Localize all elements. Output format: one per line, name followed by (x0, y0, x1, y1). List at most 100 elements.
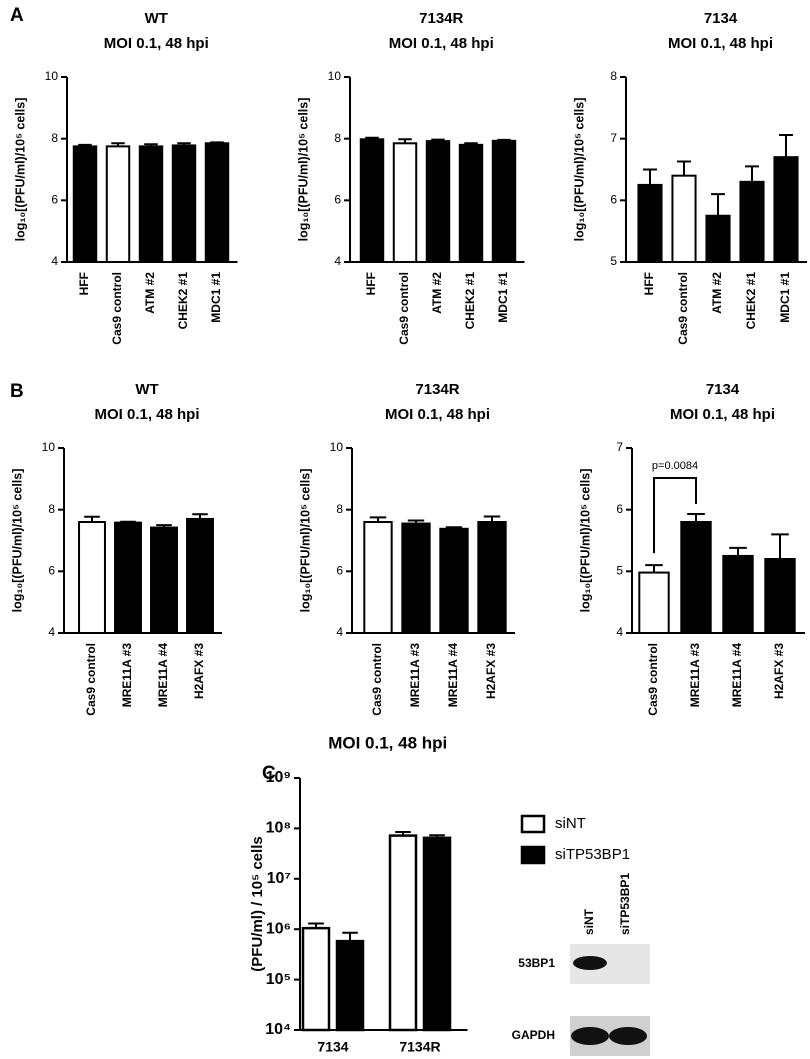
error-bar (431, 138, 445, 142)
x-tick-label: HFF (642, 272, 656, 295)
error-bar (398, 138, 412, 144)
bar (186, 517, 214, 635)
bar (78, 521, 106, 634)
error-bar (779, 133, 793, 158)
x-tick-label: MDC1 #1 (209, 272, 223, 323)
legend-label: siNT (555, 815, 586, 832)
bar (72, 145, 98, 263)
error-bar (677, 160, 691, 176)
y-tick-label: 8 (336, 502, 343, 516)
y-tick-label: 6 (610, 193, 617, 207)
chart-title: MOI 0.1, 48 hpi (328, 733, 447, 752)
y-axis-label: log₁₀[(PFU/ml)/10⁵ cells] (296, 98, 310, 242)
x-tick-label: Cas9 control (646, 643, 660, 716)
bar (388, 834, 418, 1032)
chart-subtitle: MOI 0.1, 48 hpi (385, 406, 490, 423)
x-tick-label: CHEK2 #1 (176, 272, 190, 330)
bar (335, 939, 365, 1032)
error-bar (645, 564, 663, 573)
y-tick-label: 6 (51, 193, 58, 207)
bar (425, 140, 451, 263)
x-tick-label: HFF (77, 272, 91, 295)
blot-row-label: 53BP1 (518, 956, 555, 970)
error-bar (729, 546, 747, 556)
y-tick-label: 10⁹ (266, 769, 291, 786)
x-tick-label: Cas9 control (370, 643, 384, 716)
x-tick-label: HFF (364, 272, 378, 295)
blot-band (571, 1027, 609, 1045)
bar (439, 527, 469, 634)
bar (359, 138, 385, 264)
y-tick-label: 8 (48, 502, 55, 516)
error-bar (210, 141, 224, 144)
x-tick-label: ATM #2 (430, 272, 444, 314)
bar (637, 183, 663, 264)
y-axis-label: log₁₀[(PFU/ml)/10⁵ cells] (10, 469, 24, 613)
y-tick-label: 8 (610, 69, 617, 83)
blot-band (573, 956, 607, 970)
panel-label: B (10, 381, 24, 402)
x-tick-label: MRE11A #3 (688, 643, 702, 708)
bar (491, 139, 517, 263)
error-bar (395, 830, 411, 836)
y-tick-label: 4 (336, 625, 343, 639)
bar (204, 142, 230, 264)
x-tick-label: 7134 (317, 1039, 348, 1055)
x-tick-label: CHEK2 #1 (744, 272, 758, 330)
chart-title: 7134 (704, 10, 738, 27)
y-axis-label: log₁₀[(PFU/ml)/10⁵ cells] (578, 469, 592, 613)
y-tick-label: 6 (48, 564, 55, 578)
panel-label: C (262, 763, 276, 784)
y-tick-label: 7 (610, 131, 617, 145)
error-bar (192, 513, 208, 519)
y-axis-label: (PFU/ml) / 10⁵ cells (249, 836, 266, 971)
bar (171, 144, 197, 263)
chart-subtitle: MOI 0.1, 48 hpi (670, 406, 775, 423)
y-tick-label: 8 (334, 131, 341, 145)
y-tick-label: 4 (51, 254, 58, 268)
error-bar (745, 165, 759, 182)
error-bar (156, 524, 172, 528)
error-bar (120, 520, 136, 523)
error-bar (342, 931, 358, 942)
x-tick-label: MRE11A #4 (446, 643, 460, 708)
y-tick-label: 10 (330, 440, 344, 454)
bar (722, 554, 754, 635)
chart-title: WT (145, 10, 168, 27)
bar (363, 521, 393, 634)
y-tick-label: 4 (334, 254, 341, 268)
y-tick-label: 10⁶ (266, 920, 291, 937)
y-tick-label: 5 (610, 254, 617, 268)
error-bar (144, 143, 158, 147)
panel-label: A (10, 5, 24, 26)
bar (764, 558, 796, 634)
bar (705, 214, 731, 263)
x-tick-label: MRE11A #4 (156, 643, 170, 708)
error-bar (407, 519, 425, 524)
x-tick-label: CHEK2 #1 (463, 272, 477, 330)
y-axis-label: log₁₀[(PFU/ml)/10⁵ cells] (572, 98, 586, 242)
x-tick-label: MRE11A #3 (120, 643, 134, 708)
error-bar (497, 138, 511, 141)
bar (392, 142, 418, 264)
bar (301, 926, 331, 1032)
y-axis-label: log₁₀[(PFU/ml)/10⁵ cells] (298, 469, 312, 613)
error-bar (365, 136, 379, 140)
bar (671, 174, 697, 264)
error-bar (445, 526, 463, 529)
bar (138, 145, 164, 263)
bar (477, 521, 507, 634)
error-bar (84, 515, 100, 522)
y-tick-label: 5 (616, 564, 623, 578)
bar (458, 143, 484, 263)
x-tick-label: MRE11A #4 (730, 643, 744, 708)
bar (422, 836, 452, 1032)
y-tick-label: 6 (616, 502, 623, 516)
y-tick-label: 10 (45, 69, 59, 83)
bar (105, 145, 131, 263)
y-tick-label: 4 (616, 625, 623, 639)
chart-subtitle: MOI 0.1, 48 hpi (104, 35, 209, 52)
y-tick-label: 7 (616, 440, 623, 454)
x-tick-label: Cas9 control (110, 272, 124, 345)
